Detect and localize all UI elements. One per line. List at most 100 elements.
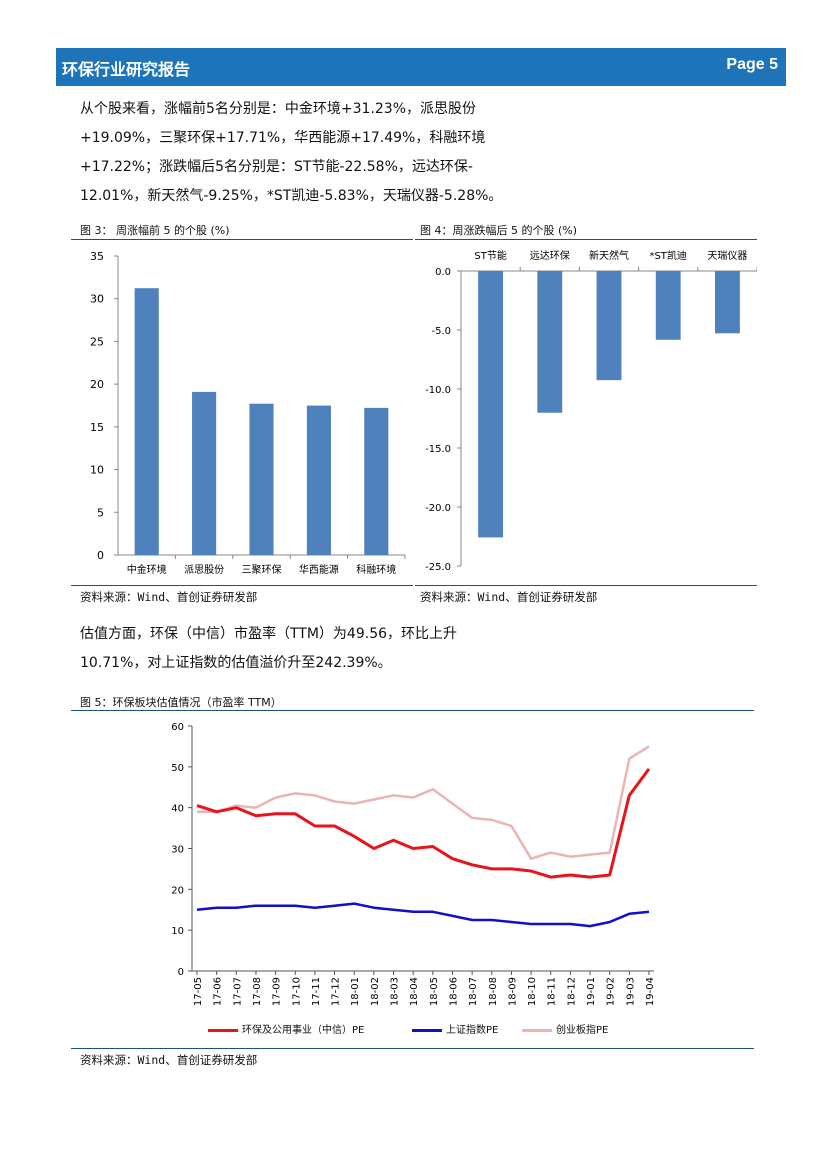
legend-swatch-pink	[522, 1028, 552, 1032]
y-tick-label: -15.0	[425, 444, 451, 455]
report-header-bar: 环保行业研究报告 Page 5	[56, 48, 786, 86]
legend-label: 上证指数PE	[446, 1025, 499, 1036]
paragraph-line: 10.71%，对上证指数的估值溢价升至242.39%。	[80, 655, 392, 671]
figure-4-source: 资料来源：Wind、首创证券研发部	[420, 590, 598, 604]
y-tick-label: 35	[90, 250, 104, 263]
y-tick-label: 0	[178, 967, 184, 978]
x-tick-label: 派思股份	[184, 564, 224, 576]
x-tick-label: 18-12	[566, 977, 577, 1006]
figure-5-source: 资料来源：Wind、首创证券研发部	[80, 1053, 258, 1067]
figure-4-bottom-rule	[415, 585, 757, 586]
y-tick-label: 5	[97, 506, 104, 519]
bar	[134, 288, 159, 555]
y-tick-label: -20.0	[425, 503, 451, 514]
paragraph-line: 12.01%，新天然气-9.25%，*ST凯迪-5.83%，天瑞仪器-5.28%…	[80, 188, 503, 204]
figure-4-caption: 图 4：周涨跌幅后 5 的个股 (%)	[420, 224, 578, 237]
page-number: Page 5	[726, 56, 778, 73]
figure-3-bottom-rule	[71, 585, 413, 586]
x-tick-label: 18-02	[370, 977, 381, 1006]
x-tick-label: 18-08	[488, 977, 499, 1006]
y-tick-label: 25	[90, 335, 104, 348]
paragraph-line: +17.22%；涨跌幅后5名分别是：ST节能-22.58%，远达环保-	[80, 159, 473, 175]
x-tick-label: 科融环境	[356, 563, 396, 576]
x-tick-label: 17-06	[213, 977, 224, 1006]
bar	[655, 271, 681, 340]
x-tick-label: ST节能	[474, 249, 506, 262]
x-tick-label: 18-01	[350, 977, 361, 1006]
x-tick-label: *ST凯迪	[649, 249, 686, 262]
legend-label: 环保及公用事业（中信）PE	[242, 1025, 365, 1036]
y-tick-label: 60	[171, 722, 184, 733]
x-tick-label: 18-03	[390, 977, 401, 1006]
legend-swatch-red	[208, 1028, 238, 1032]
figure-5-line-chart: 0 10 20 30 40 50 60 17-05 17-06 17-07 17-08 17-09 17…	[171, 722, 656, 1006]
x-tick-label: 17-05	[193, 977, 204, 1006]
paragraph-valuation: 估值方面，环保（中信）市盈率（TTM）为49.56，环比上升 10.71%，对上…	[80, 620, 555, 678]
x-tick-label: 17-07	[232, 977, 243, 1006]
x-tick-label: 17-09	[272, 977, 283, 1006]
x-tick-label: 17-12	[331, 977, 342, 1006]
bar	[249, 403, 274, 555]
y-tick-label: 40	[171, 804, 184, 815]
x-tick-label: 17-11	[311, 977, 322, 1006]
x-tick-label: 18-10	[527, 977, 538, 1006]
y-tick-label: 10	[90, 464, 104, 477]
bar	[192, 391, 217, 555]
x-tick-label: 远达环保	[530, 249, 570, 262]
x-tick-label: 18-06	[448, 977, 459, 1006]
y-tick-label: 20	[90, 378, 104, 391]
bar	[306, 405, 331, 555]
series-line	[196, 902, 650, 928]
y-tick-label: 30	[171, 845, 184, 856]
series-line	[196, 768, 651, 879]
y-tick-label: 0	[97, 549, 104, 562]
series-line	[197, 745, 650, 860]
y-tick-label: -25.0	[425, 562, 451, 573]
y-tick-label: 50	[171, 763, 184, 774]
bar	[596, 271, 622, 381]
y-tick-label: -5.0	[431, 326, 451, 337]
paragraph-line: +19.09%，三聚环保+17.71%，华西能源+17.49%，科融环境	[80, 130, 486, 146]
figure-5-bottom-rule	[71, 1048, 754, 1049]
x-tick-label: 18-07	[468, 977, 479, 1006]
bar	[714, 271, 740, 334]
report-title: 环保行业研究报告	[62, 60, 191, 79]
x-tick-label: 18-11	[547, 977, 558, 1006]
x-tick-label: 19-01	[586, 977, 597, 1006]
x-tick-label: 19-04	[645, 977, 656, 1006]
bar	[364, 407, 389, 555]
figure-5-top-rule	[71, 710, 754, 711]
figure-3-caption: 图 3： 周涨幅前 5 的个股 (%)	[80, 224, 230, 237]
x-tick-label: 中金环境	[127, 563, 167, 576]
legend-item-sse: 上证指数PE	[412, 1021, 498, 1036]
figure-3-top-rule	[71, 239, 413, 240]
x-tick-label: 新天然气	[589, 249, 629, 262]
paragraph-line: 估值方面，环保（中信）市盈率（TTM）为49.56，环比上升	[80, 626, 458, 642]
figure-5-caption: 图 5：环保板块估值情况（市盈率 TTM）	[80, 696, 282, 709]
bar	[478, 271, 504, 538]
legend-label: 创业板指PE	[556, 1025, 609, 1036]
paragraph-top-stocks: 从个股来看，涨幅前5名分别是：中金环境+31.23%，派思股份 +19.09%，…	[80, 95, 555, 211]
x-tick-label: 17-10	[291, 977, 302, 1006]
figure-4-top-rule	[415, 239, 757, 240]
x-tick-label: 18-04	[409, 977, 420, 1006]
legend-swatch-blue	[412, 1028, 442, 1032]
x-tick-label: 19-02	[606, 977, 617, 1006]
figure-4-bar-chart: 0.0 -5.0 -10.0 -15.0 -20.0 -25.0 ST节能 远达环保 新天然气 *…	[425, 249, 757, 573]
y-tick-label: 10	[171, 926, 184, 937]
figure-3-bar-chart: 0 5 10 15 20 25 30 35 中金环境 派思股份 三聚环保 华西能源 科融环境	[90, 250, 406, 576]
y-tick-label: 0.0	[435, 267, 451, 278]
x-tick-label: 17-08	[252, 977, 263, 1006]
y-tick-label: -10.0	[425, 385, 451, 396]
y-tick-label: 30	[90, 293, 104, 306]
paragraph-line: 从个股来看，涨幅前5名分别是：中金环境+31.23%，派思股份	[80, 101, 477, 117]
x-tick-label: 天瑞仪器	[707, 250, 747, 262]
x-tick-label: 19-03	[625, 977, 636, 1006]
y-tick-label: 20	[171, 885, 184, 896]
x-tick-label: 华西能源	[299, 563, 339, 576]
x-tick-label: 18-05	[429, 977, 440, 1006]
figure-3-source: 资料来源：Wind、首创证券研发部	[80, 590, 258, 604]
legend-item-chinext: 创业板指PE	[522, 1021, 608, 1036]
x-tick-label: 三聚环保	[242, 563, 282, 576]
bar	[537, 271, 563, 413]
